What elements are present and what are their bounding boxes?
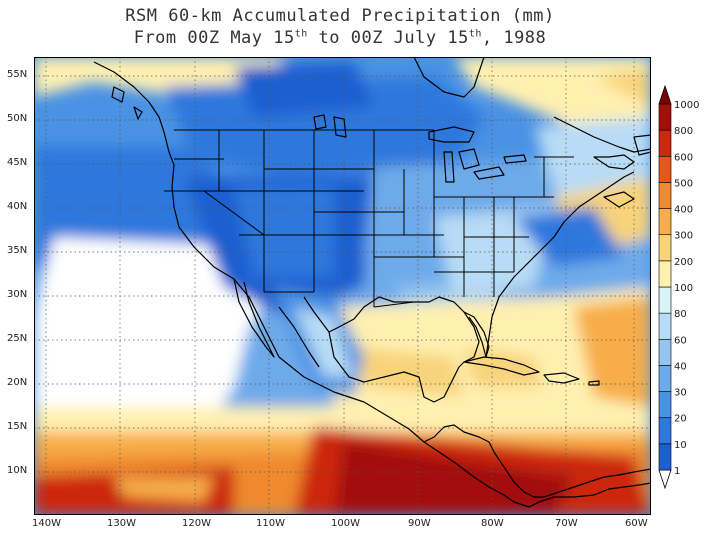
lat-label: 50N bbox=[7, 113, 28, 124]
lat-label: 20N bbox=[7, 377, 28, 388]
lon-label: 70W bbox=[555, 518, 578, 529]
colorbar-swatch bbox=[658, 286, 672, 314]
coastlines bbox=[93, 57, 651, 508]
colorbar-label: 1 bbox=[674, 466, 680, 477]
colorbar-label: 20 bbox=[674, 414, 687, 425]
colorbar-label: 30 bbox=[674, 388, 687, 399]
colorbar-swatch bbox=[658, 365, 672, 392]
lat-label: 40N bbox=[7, 201, 28, 212]
colorbar-swatch bbox=[658, 443, 672, 471]
lon-label: 90W bbox=[408, 518, 431, 529]
colorbar-swatch bbox=[658, 234, 672, 262]
lon-label: 100W bbox=[331, 518, 360, 529]
colorbar-label: 40 bbox=[674, 361, 687, 372]
colorbar-label: 100 bbox=[674, 283, 693, 294]
colorbar-label: 500 bbox=[674, 178, 693, 189]
lat-label: 10N bbox=[7, 465, 28, 476]
state-boundaries bbox=[164, 129, 574, 308]
colorbar-label: 200 bbox=[674, 257, 693, 268]
colorbar-swatch bbox=[658, 103, 672, 131]
colorbar-label: 1000 bbox=[674, 100, 699, 111]
colorbar-label: 600 bbox=[674, 152, 693, 163]
lat-label: 35N bbox=[7, 245, 28, 256]
colorbar-swatch bbox=[658, 338, 672, 366]
colorbar-swatch bbox=[658, 312, 672, 340]
lon-label: 140W bbox=[32, 518, 61, 529]
colorbar-swatch bbox=[658, 155, 672, 183]
colorbar-label: 800 bbox=[674, 126, 693, 137]
colorbar-swatch bbox=[658, 417, 672, 445]
colorbar-bottom-triangle bbox=[658, 469, 672, 490]
lon-label: 130W bbox=[107, 518, 136, 529]
colorbar-top-triangle bbox=[658, 84, 672, 105]
colorbar-swatch bbox=[658, 260, 672, 288]
colorbar-label: 400 bbox=[674, 205, 693, 216]
lat-label: 25N bbox=[7, 333, 28, 344]
lat-label: 30N bbox=[7, 289, 28, 300]
colorbar-label: 80 bbox=[674, 309, 687, 320]
colorbar-label: 300 bbox=[674, 231, 693, 242]
colorbar-swatch bbox=[658, 182, 672, 209]
lat-lon-grid bbox=[34, 57, 651, 515]
colorbar-swatch bbox=[658, 129, 672, 157]
lat-label: 15N bbox=[7, 421, 28, 432]
lon-label: 80W bbox=[481, 518, 504, 529]
colorbar-swatch bbox=[658, 208, 672, 236]
lat-label: 55N bbox=[7, 69, 28, 80]
colorbar-label: 10 bbox=[674, 440, 687, 451]
title-line-1: RSM 60-km Accumulated Precipitation (mm) bbox=[125, 6, 555, 26]
precipitation-map bbox=[34, 57, 651, 515]
colorbar-label: 60 bbox=[674, 335, 687, 346]
title-line-2: From 00Z May 15th to 00Z July 15th, 1988 bbox=[133, 28, 547, 48]
lat-label: 45N bbox=[7, 157, 28, 168]
lon-label: 60W bbox=[625, 518, 648, 529]
map-frame bbox=[34, 57, 651, 515]
colorbar-swatch bbox=[658, 391, 672, 419]
lon-label: 110W bbox=[256, 518, 285, 529]
lon-label: 120W bbox=[182, 518, 211, 529]
